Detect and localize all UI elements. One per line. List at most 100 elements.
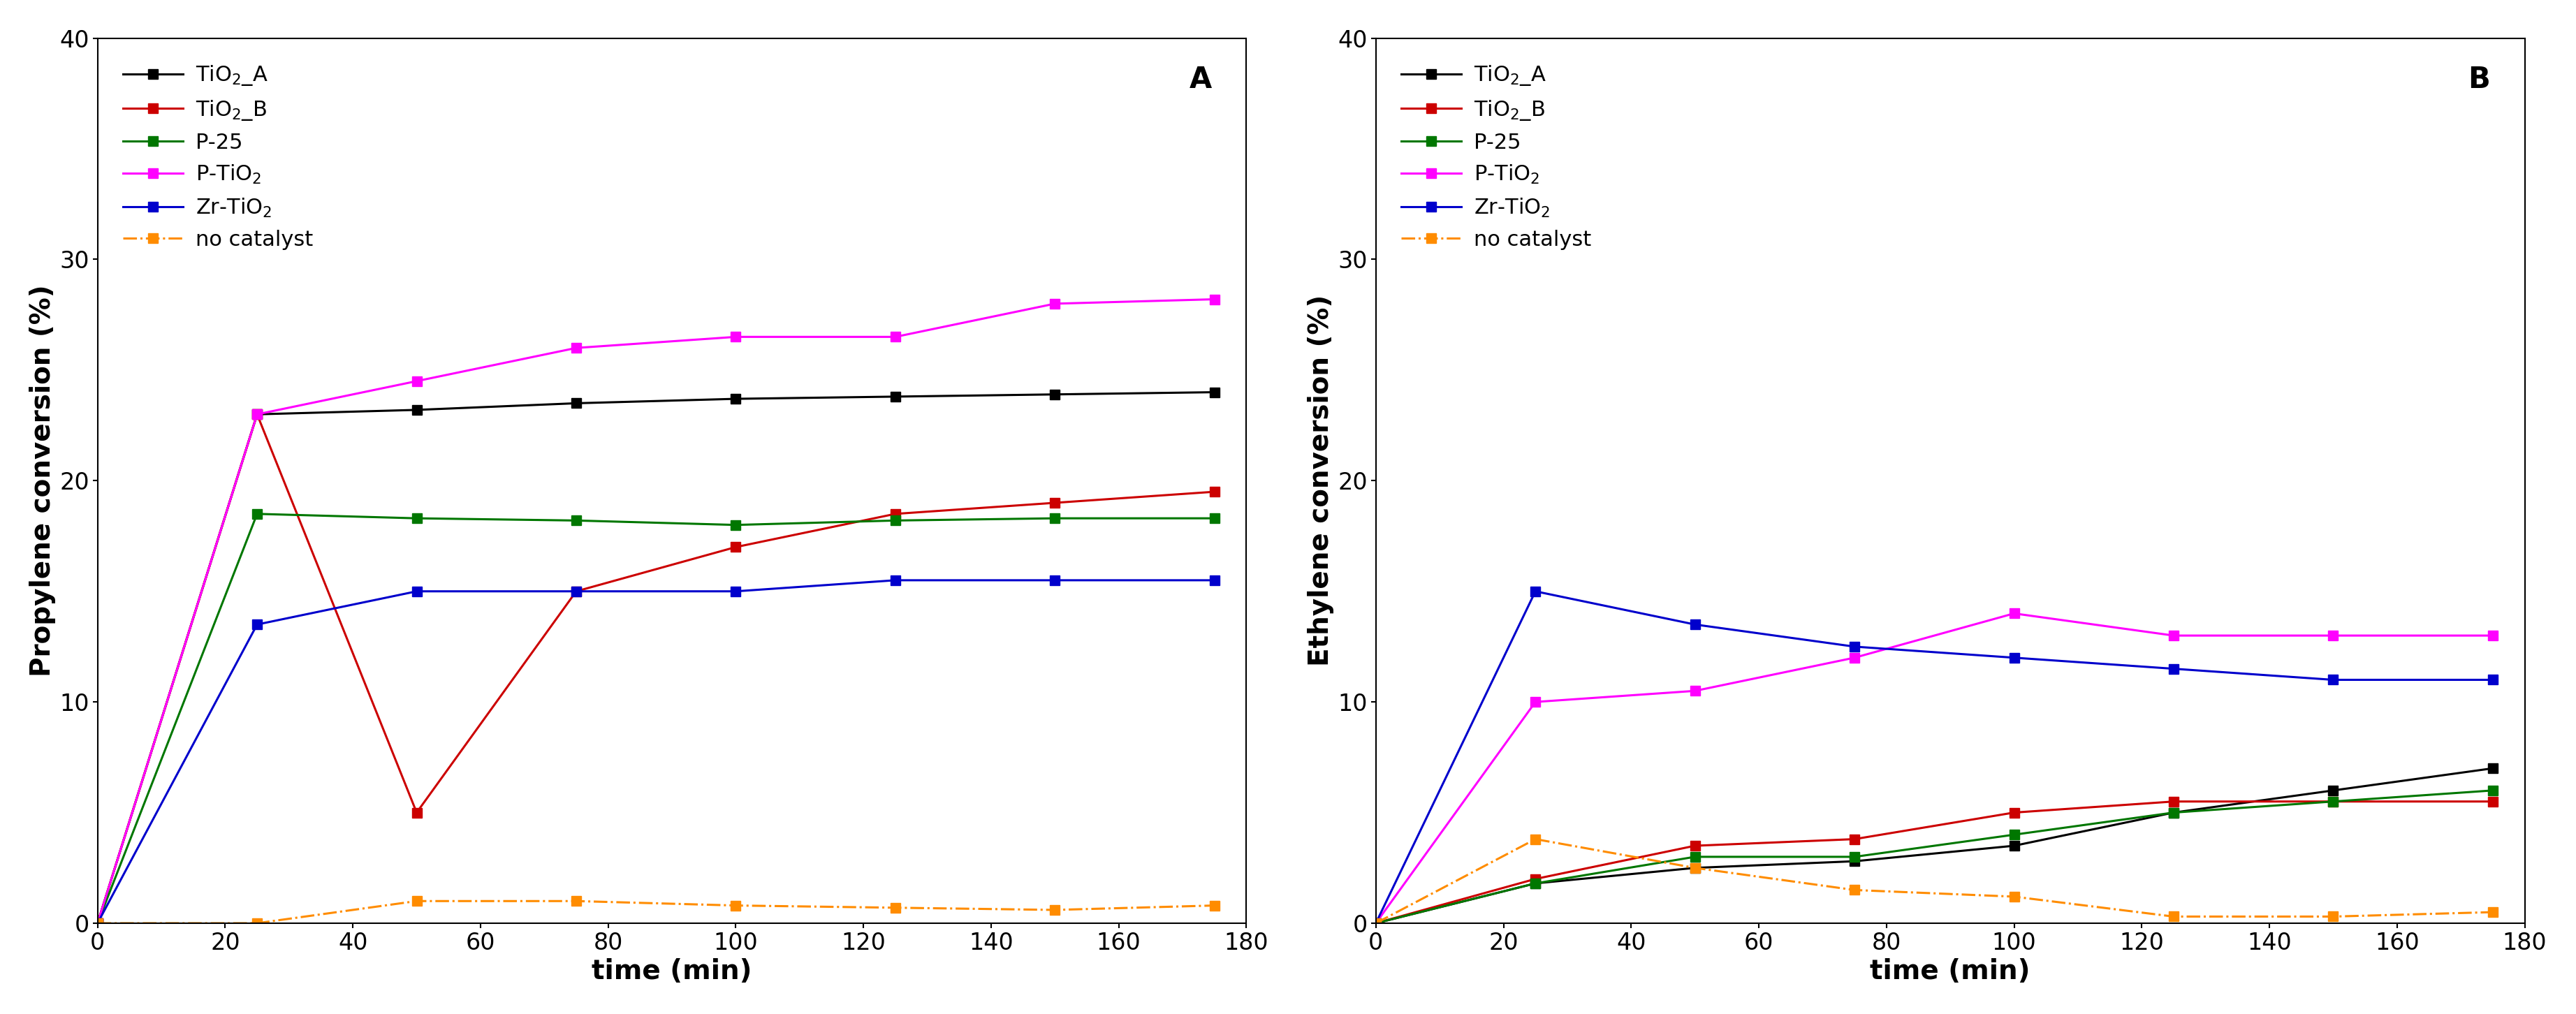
P-TiO$_{2}$	[721, 331, 752, 343]
P-25	[242, 508, 273, 520]
Zr-TiO$_{2}$	[1839, 641, 1870, 653]
Line: Zr-TiO$_{2}$: Zr-TiO$_{2}$	[1370, 586, 2499, 928]
P-TiO$_{2}$	[1999, 607, 2030, 620]
TiO$_{2}$_B	[1198, 486, 1229, 498]
P-25	[1839, 851, 1870, 863]
P-TiO$_{2}$	[2318, 630, 2349, 642]
X-axis label: time (min): time (min)	[592, 958, 752, 985]
TiO$_{2}$_B	[402, 806, 433, 818]
P-TiO$_{2}$	[242, 409, 273, 421]
Zr-TiO$_{2}$	[721, 585, 752, 597]
P-25	[2318, 795, 2349, 807]
Line: TiO$_{2}$_B: TiO$_{2}$_B	[93, 410, 1218, 928]
TiO$_{2}$_A	[1680, 862, 1710, 874]
TiO$_{2}$_A	[82, 917, 113, 929]
no catalyst	[881, 901, 912, 914]
P-TiO$_{2}$	[562, 342, 592, 354]
no catalyst	[1520, 834, 1551, 846]
TiO$_{2}$_B	[881, 508, 912, 520]
Legend: TiO$_{2}$_A, TiO$_{2}$_B, P-25, P-TiO$_{2}$, Zr-TiO$_{2}$, no catalyst: TiO$_{2}$_A, TiO$_{2}$_B, P-25, P-TiO$_{…	[108, 49, 327, 265]
X-axis label: time (min): time (min)	[1870, 958, 2030, 985]
P-TiO$_{2}$	[1041, 297, 1072, 309]
TiO$_{2}$_A	[1360, 917, 1391, 929]
TiO$_{2}$_B	[1999, 806, 2030, 818]
P-TiO$_{2}$	[881, 331, 912, 343]
TiO$_{2}$_A	[1198, 386, 1229, 399]
Line: no catalyst: no catalyst	[1370, 835, 2499, 928]
no catalyst	[242, 917, 273, 929]
no catalyst	[2159, 911, 2190, 923]
Line: TiO$_{2}$_A: TiO$_{2}$_A	[93, 387, 1218, 928]
Y-axis label: Ethylene conversion (%): Ethylene conversion (%)	[1309, 295, 1334, 666]
P-TiO$_{2}$	[1680, 684, 1710, 697]
no catalyst	[1680, 862, 1710, 874]
no catalyst	[721, 899, 752, 912]
TiO$_{2}$_B	[1041, 497, 1072, 509]
Zr-TiO$_{2}$	[402, 585, 433, 597]
P-25	[2159, 806, 2190, 818]
Zr-TiO$_{2}$	[2478, 673, 2509, 685]
TiO$_{2}$_A	[1999, 840, 2030, 852]
Zr-TiO$_{2}$	[1680, 619, 1710, 631]
TiO$_{2}$_B	[562, 585, 592, 597]
TiO$_{2}$_B	[82, 917, 113, 929]
TiO$_{2}$_A	[1839, 855, 1870, 867]
P-25	[1680, 851, 1710, 863]
P-TiO$_{2}$	[2159, 630, 2190, 642]
Zr-TiO$_{2}$	[1999, 652, 2030, 664]
TiO$_{2}$_A	[242, 409, 273, 421]
P-TiO$_{2}$	[1520, 696, 1551, 708]
no catalyst	[1839, 884, 1870, 896]
Line: P-25: P-25	[93, 509, 1218, 928]
Zr-TiO$_{2}$	[1360, 917, 1391, 929]
no catalyst	[1999, 890, 2030, 902]
Zr-TiO$_{2}$	[2318, 673, 2349, 685]
P-TiO$_{2}$	[1360, 917, 1391, 929]
no catalyst	[2318, 911, 2349, 923]
TiO$_{2}$_B	[1680, 840, 1710, 852]
no catalyst	[1360, 917, 1391, 929]
Zr-TiO$_{2}$	[2159, 663, 2190, 675]
TiO$_{2}$_A	[881, 390, 912, 403]
TiO$_{2}$_B	[1520, 873, 1551, 885]
Zr-TiO$_{2}$	[562, 585, 592, 597]
P-25	[1041, 512, 1072, 524]
no catalyst	[82, 917, 113, 929]
TiO$_{2}$_A	[562, 397, 592, 410]
Zr-TiO$_{2}$	[82, 917, 113, 929]
P-TiO$_{2}$	[402, 375, 433, 387]
Text: A: A	[1190, 65, 1211, 94]
P-TiO$_{2}$	[1198, 293, 1229, 305]
Legend: TiO$_{2}$_A, TiO$_{2}$_B, P-25, P-TiO$_{2}$, Zr-TiO$_{2}$, no catalyst: TiO$_{2}$_A, TiO$_{2}$_B, P-25, P-TiO$_{…	[1386, 49, 1607, 265]
Line: Zr-TiO$_{2}$: Zr-TiO$_{2}$	[93, 575, 1218, 928]
Line: no catalyst: no catalyst	[93, 896, 1218, 928]
TiO$_{2}$_B	[721, 541, 752, 554]
Line: P-25: P-25	[1370, 786, 2499, 928]
no catalyst	[1041, 903, 1072, 916]
P-TiO$_{2}$	[1839, 652, 1870, 664]
TiO$_{2}$_A	[2318, 785, 2349, 797]
Y-axis label: Propylene conversion (%): Propylene conversion (%)	[28, 285, 57, 676]
TiO$_{2}$_B	[1360, 917, 1391, 929]
P-25	[1360, 917, 1391, 929]
no catalyst	[2478, 907, 2509, 919]
P-25	[2478, 785, 2509, 797]
P-25	[402, 512, 433, 524]
Line: TiO$_{2}$_B: TiO$_{2}$_B	[1370, 797, 2499, 928]
P-25	[1198, 512, 1229, 524]
Line: TiO$_{2}$_A: TiO$_{2}$_A	[1370, 764, 2499, 928]
Zr-TiO$_{2}$	[881, 574, 912, 586]
TiO$_{2}$_B	[1839, 834, 1870, 846]
TiO$_{2}$_B	[2478, 795, 2509, 807]
Line: P-TiO$_{2}$: P-TiO$_{2}$	[1370, 608, 2499, 928]
no catalyst	[562, 895, 592, 908]
P-25	[1520, 877, 1551, 889]
TiO$_{2}$_A	[721, 392, 752, 405]
TiO$_{2}$_A	[1041, 388, 1072, 401]
TiO$_{2}$_B	[2318, 795, 2349, 807]
P-TiO$_{2}$	[82, 917, 113, 929]
Text: B: B	[2468, 65, 2491, 94]
TiO$_{2}$_A	[2478, 763, 2509, 775]
Zr-TiO$_{2}$	[1198, 574, 1229, 586]
P-25	[881, 514, 912, 526]
